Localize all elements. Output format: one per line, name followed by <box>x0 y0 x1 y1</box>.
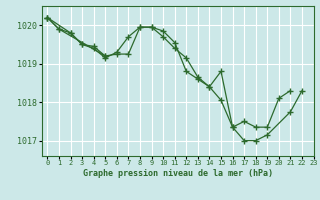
X-axis label: Graphe pression niveau de la mer (hPa): Graphe pression niveau de la mer (hPa) <box>83 169 273 178</box>
